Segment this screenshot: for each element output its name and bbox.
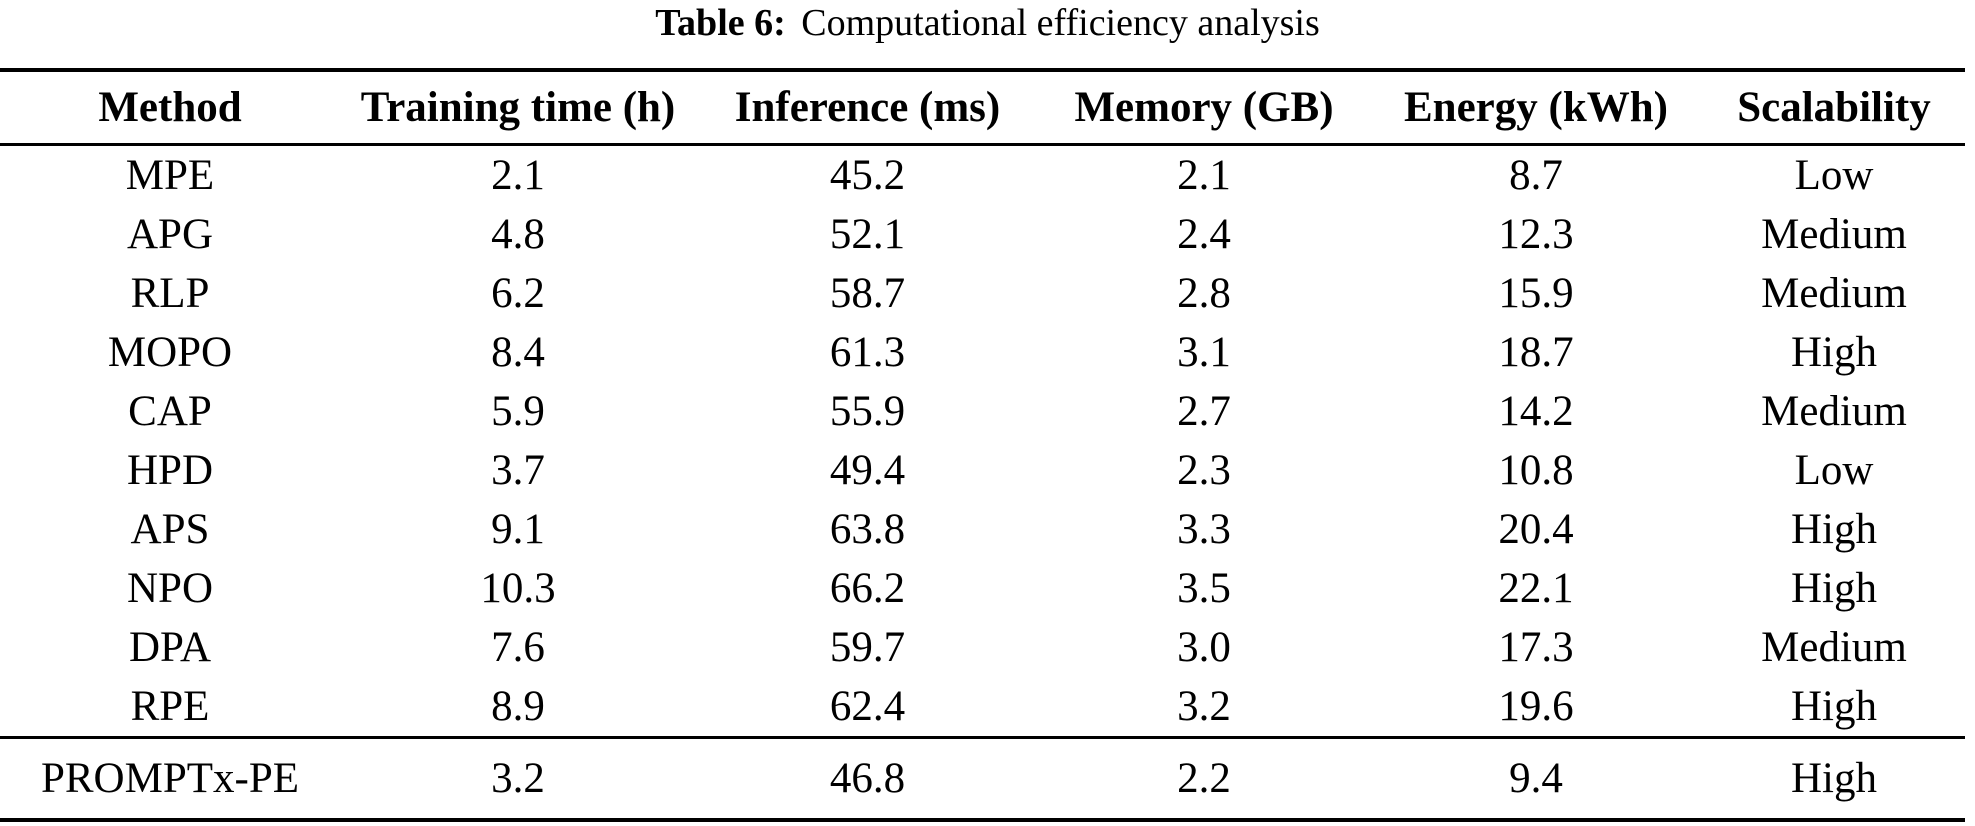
value-cell: High [1791, 565, 1877, 612]
value-cell: 2.1 [491, 152, 545, 199]
value-cell: 9.1 [491, 506, 545, 553]
value-cell: 8.9 [491, 683, 545, 730]
method-cell: HPD [126, 447, 214, 494]
value-cell: 3.3 [1177, 506, 1231, 553]
value-cell: 55.9 [829, 388, 906, 435]
method-cell: MOPO [107, 329, 233, 376]
value-cell: 3.5 [1177, 565, 1231, 612]
value-cell: 5.9 [491, 388, 545, 435]
value-cell: 59.7 [829, 624, 906, 671]
value-cell: 49.4 [829, 447, 906, 494]
table-row-hpd: HPD 3.7 49.4 2.3 10.8 Low [0, 441, 1965, 500]
value-cell: 3.0 [1177, 624, 1231, 671]
method-cell: DPA [128, 624, 212, 671]
value-cell: 10.8 [1498, 447, 1574, 494]
value-cell: 6.2 [491, 270, 545, 317]
value-cell: 8.4 [491, 329, 545, 376]
value-cell: 3.2 [1177, 683, 1231, 730]
table-row-cap: CAP 5.9 55.9 2.7 14.2 Medium [0, 382, 1965, 441]
value-cell: 15.9 [1498, 270, 1574, 317]
column-header-training-time-h: Training time (h) [340, 70, 696, 146]
value-cell: 61.3 [829, 329, 906, 376]
value-cell: 3.2 [340, 736, 696, 820]
value-cell: 46.8 [696, 736, 1039, 820]
value-cell: High [1703, 736, 1965, 820]
value-cell: 2.3 [1177, 447, 1231, 494]
column-header-energy-kwh: Energy (kWh) [1369, 70, 1703, 146]
value-cell: 22.1 [1498, 565, 1574, 612]
table-row-apg: APG 4.8 52.1 2.4 12.3 Medium [0, 205, 1965, 264]
value-cell: Low [1794, 152, 1874, 199]
value-cell: 7.6 [491, 624, 545, 671]
value-cell: 2.1 [1177, 152, 1231, 199]
method-cell: CAP [128, 388, 212, 435]
value-cell: 18.7 [1498, 329, 1574, 376]
value-cell: Medium [1761, 211, 1907, 258]
value-cell: 2.4 [1177, 211, 1231, 258]
method-cell: NPO [126, 565, 214, 612]
value-cell: 62.4 [829, 683, 906, 730]
value-cell: Medium [1761, 270, 1907, 317]
table-caption-label: Table 6: [655, 2, 786, 44]
table-caption-text: Computational efficiency analysis [801, 2, 1320, 44]
value-cell: 45.2 [829, 152, 906, 199]
table-row-rlp: RLP 6.2 58.7 2.8 15.9 Medium [0, 264, 1965, 323]
value-cell: 4.8 [491, 211, 545, 258]
column-header-memory-gb: Memory (GB) [1039, 70, 1369, 146]
header-row: Method Training time (h) Inference (ms) Mem… [0, 70, 1965, 146]
value-cell: 2.7 [1177, 388, 1231, 435]
value-cell: Medium [1761, 388, 1907, 435]
value-cell: Low [1794, 447, 1874, 494]
value-cell: 20.4 [1498, 506, 1574, 553]
table-row-mopo: MOPO 8.4 61.3 3.1 18.7 High [0, 323, 1965, 382]
table-row-npo: NPO 10.3 66.2 3.5 22.1 High [0, 559, 1965, 618]
value-cell: 66.2 [829, 565, 906, 612]
table-row-dpa: DPA 7.6 59.7 3.0 17.3 Medium [0, 618, 1965, 677]
value-cell: 52.1 [829, 211, 906, 258]
value-cell: 2.2 [1039, 736, 1369, 820]
value-cell: 3.1 [1177, 329, 1231, 376]
value-cell: 2.8 [1177, 270, 1231, 317]
column-header-inference-ms: Inference (ms) [696, 70, 1039, 146]
table-row-rpe: RPE 8.9 62.4 3.2 19.6 High [0, 677, 1965, 738]
method-cell: APS [130, 506, 210, 553]
value-cell: High [1791, 683, 1877, 730]
value-cell: 10.3 [480, 565, 556, 612]
value-cell: 14.2 [1498, 388, 1574, 435]
table-body: MPE 2.1 45.2 2.1 8.7 Low APG 4.8 52.1 2.4 12.3 Medi… [0, 145, 1965, 738]
value-cell: Medium [1761, 624, 1907, 671]
column-header-method: Method [0, 70, 340, 146]
value-cell: 9.4 [1369, 736, 1703, 820]
value-cell: 58.7 [829, 270, 906, 317]
value-cell: High [1791, 329, 1877, 376]
value-cell: 12.3 [1498, 211, 1574, 258]
value-cell: 19.6 [1498, 683, 1574, 730]
table-row-aps: APS 9.1 63.8 3.3 20.4 High [0, 500, 1965, 559]
highlight-row: PROMPTx-PE 3.2 46.8 2.2 9.4 High [0, 736, 1965, 820]
table-row-mpe: MPE 2.1 45.2 2.1 8.7 Low [0, 145, 1965, 206]
method-cell: MPE [125, 152, 215, 199]
method-cell: PROMPTx-PE [0, 736, 340, 820]
value-cell: 3.7 [491, 447, 545, 494]
method-cell: RPE [130, 683, 210, 730]
table-caption: Table 6: Computational efficiency analys… [0, 0, 1975, 68]
value-cell: 17.3 [1498, 624, 1574, 671]
value-cell: 63.8 [829, 506, 906, 553]
method-cell: APG [126, 211, 214, 258]
method-cell: RLP [130, 270, 210, 317]
value-cell: High [1791, 506, 1877, 553]
efficiency-table: Method Training time (h) Inference (ms) Mem… [0, 68, 1965, 822]
column-header-scalability: Scalability [1703, 70, 1965, 146]
value-cell: 8.7 [1509, 152, 1563, 199]
